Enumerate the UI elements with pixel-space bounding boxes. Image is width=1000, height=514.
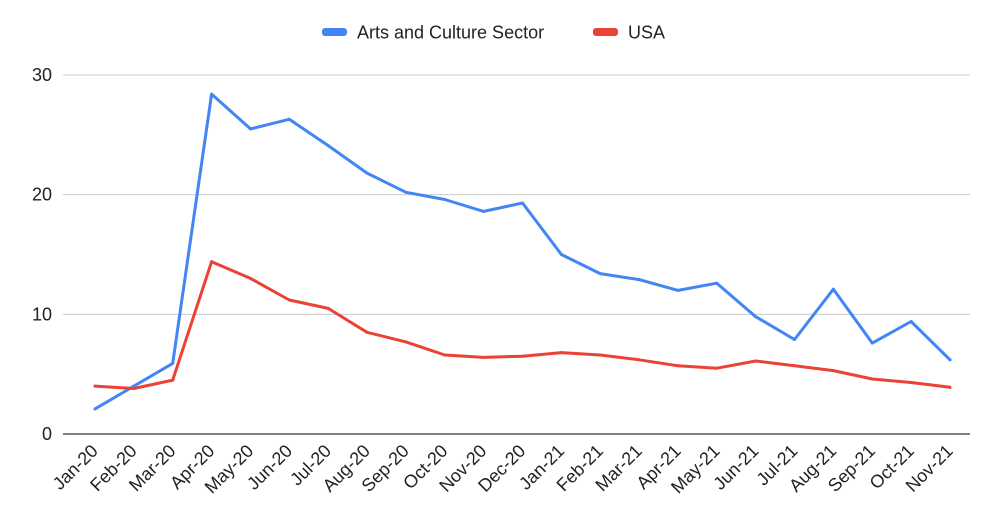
- data-point-usa: [287, 298, 291, 302]
- y-tick-label: 20: [32, 185, 52, 205]
- series-line-usa: [93, 260, 952, 390]
- data-point-usa: [171, 378, 175, 382]
- data-point-arts-and-culture-sector: [754, 315, 758, 319]
- legend-label-usa: USA: [628, 23, 665, 43]
- data-point-arts-and-culture-sector: [248, 127, 252, 131]
- data-point-usa: [521, 354, 524, 358]
- data-point-usa: [637, 358, 641, 362]
- data-point-arts-and-culture-sector: [287, 117, 291, 121]
- y-axis-tick-labels: 0 10 20 30: [32, 65, 52, 444]
- legend-swatch-arts-and-culture-sector: [322, 28, 347, 36]
- data-point-usa: [132, 387, 136, 391]
- data-point-usa: [754, 359, 758, 363]
- data-point-usa: [326, 306, 330, 310]
- data-point-arts-and-culture-sector: [948, 358, 952, 362]
- chart-legend: Arts and Culture Sector USA: [322, 23, 665, 43]
- data-point-usa: [598, 353, 602, 357]
- data-point-arts-and-culture-sector: [637, 278, 641, 282]
- y-tick-label: 30: [32, 65, 52, 85]
- data-point-arts-and-culture-sector: [521, 201, 524, 205]
- data-point-usa: [210, 260, 214, 264]
- data-point-arts-and-culture-sector: [326, 144, 330, 148]
- data-point-usa: [870, 377, 874, 381]
- data-point-arts-and-culture-sector: [831, 287, 835, 291]
- data-point-arts-and-culture-sector: [443, 197, 447, 201]
- data-point-usa: [404, 340, 408, 344]
- data-point-arts-and-culture-sector: [676, 288, 680, 292]
- data-point-usa: [482, 355, 486, 359]
- data-point-usa: [676, 364, 680, 368]
- legend-label-arts-and-culture-sector: Arts and Culture Sector: [357, 23, 544, 43]
- data-point-arts-and-culture-sector: [870, 341, 874, 345]
- data-point-usa: [909, 381, 913, 385]
- data-point-arts-and-culture-sector: [793, 337, 797, 341]
- data-point-usa: [365, 330, 369, 334]
- data-point-arts-and-culture-sector: [482, 209, 486, 213]
- data-point-arts-and-culture-sector: [171, 361, 175, 365]
- data-point-arts-and-culture-sector: [365, 171, 369, 175]
- data-point-arts-and-culture-sector: [598, 272, 602, 276]
- x-axis-tick-labels: Jan-20Feb-20Mar-20Apr-20May-20Jun-20Jul-…: [49, 441, 957, 498]
- data-point-arts-and-culture-sector: [404, 190, 408, 194]
- data-point-usa: [248, 276, 252, 280]
- data-point-arts-and-culture-sector: [93, 407, 97, 411]
- data-point-arts-and-culture-sector: [210, 92, 214, 96]
- data-point-usa: [443, 353, 447, 357]
- legend-swatch-usa: [593, 28, 618, 36]
- data-point-arts-and-culture-sector: [715, 281, 719, 285]
- y-tick-label: 10: [32, 304, 52, 324]
- y-tick-label: 0: [42, 424, 52, 444]
- data-point-arts-and-culture-sector: [909, 320, 913, 324]
- data-point-usa: [948, 385, 952, 389]
- data-point-usa: [715, 366, 719, 370]
- data-point-usa: [559, 351, 563, 355]
- data-point-usa: [93, 384, 97, 388]
- chart-series-lines: [93, 92, 952, 411]
- data-point-usa: [831, 369, 835, 373]
- chart-gridlines: [63, 74, 970, 435]
- data-point-arts-and-culture-sector: [559, 253, 563, 256]
- data-point-usa: [793, 364, 797, 368]
- series-line-arts-and-culture-sector: [93, 92, 952, 411]
